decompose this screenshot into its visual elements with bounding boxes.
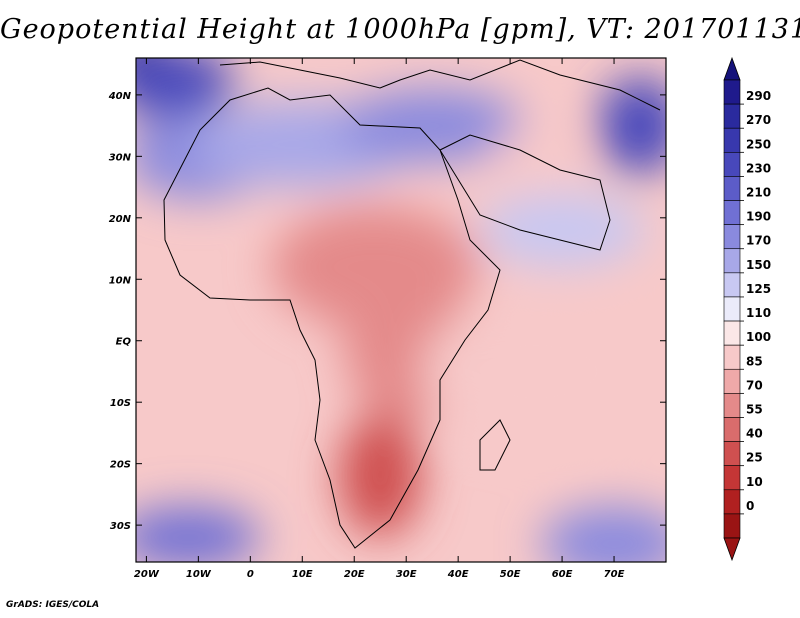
colorbar-swatch <box>723 320 741 346</box>
height-field-blob <box>136 58 235 120</box>
lon-tick-label: 40E <box>447 569 469 580</box>
coastlines <box>163 59 661 549</box>
map-frame <box>135 57 667 563</box>
lat-tick-label: 20N <box>109 214 132 225</box>
colorbar-label: 55 <box>746 402 763 416</box>
height-field-blob <box>421 297 651 446</box>
height-field-blob <box>478 193 646 267</box>
lon-tick-label: 70E <box>604 569 625 580</box>
height-field-blob <box>494 125 578 188</box>
colorbar-swatch <box>723 248 741 274</box>
lat-tick-label: 10S <box>110 398 131 409</box>
colorbar-swatch <box>723 296 741 322</box>
colorbar-label: 25 <box>746 451 763 465</box>
colorbar-label: 270 <box>746 113 771 127</box>
colorbar-label: 100 <box>746 330 771 344</box>
height-field <box>136 58 666 562</box>
colorbar-swatch <box>723 441 741 466</box>
colorbar-label: 210 <box>746 186 771 200</box>
colorbar-label: 85 <box>746 354 763 368</box>
lon-tick-label: 20E <box>344 569 365 580</box>
colorbar-bottom-triangle <box>723 537 741 562</box>
colorbar-label: 125 <box>746 282 771 296</box>
lat-tick-label: 30N <box>109 152 132 163</box>
height-field-blob <box>338 88 526 163</box>
lat-tick-label: 40N <box>108 91 132 102</box>
height-field-blob <box>541 506 666 562</box>
height-field-blob <box>136 506 261 562</box>
lon-tick-label: 10E <box>292 569 313 580</box>
map-title: Geopotential Height at 1000hPa [gpm], VT… <box>0 14 800 45</box>
colorbar-swatch <box>723 489 741 515</box>
colorbar: 2902702502302101901701501251101008570554… <box>723 56 771 562</box>
lat-tick-label: 30S <box>110 521 131 532</box>
lon-tick-label: 30E <box>396 569 417 580</box>
latitude-ticks: 40N 30N 20N 10N EQ 10S 20S 30S <box>108 91 666 532</box>
colorbar-label: 230 <box>746 161 771 175</box>
colorbar-swatch <box>723 127 741 153</box>
colorbar-swatch <box>723 176 741 201</box>
colorbar-swatch <box>723 393 741 418</box>
colorbar-swatch <box>723 417 741 442</box>
colorbar-label: 150 <box>746 258 771 272</box>
colorbar-swatch <box>723 513 741 539</box>
colorbar-swatch <box>723 368 741 394</box>
colorbar-label: 170 <box>746 234 771 248</box>
lon-tick-label: 60E <box>552 569 573 580</box>
colorbar-swatch <box>723 224 741 250</box>
colorbar-label: 0 <box>746 499 754 513</box>
height-field-blob <box>598 76 666 175</box>
colorbar-label: 190 <box>746 210 771 224</box>
colorbar-top-triangle <box>723 56 741 81</box>
lat-tick-label: 10N <box>109 275 132 286</box>
lon-tick-label: 10W <box>186 569 212 580</box>
colorbar-label: 250 <box>746 137 771 151</box>
lon-tick-label: 20W <box>134 569 160 580</box>
lon-tick-label: 0 <box>247 569 254 580</box>
grads-credit: GrADS: IGES/COLA <box>6 600 100 610</box>
colorbar-label: 70 <box>746 378 763 392</box>
height-field-blob <box>338 414 422 538</box>
colorbar-swatch <box>723 344 741 370</box>
colorbar-swatch <box>723 200 741 225</box>
colorbar-label: 10 <box>746 475 763 489</box>
colorbar-swatch <box>723 79 741 105</box>
colorbar-swatch <box>723 465 741 491</box>
colorbar-swatch <box>723 272 741 298</box>
colorbar-label: 40 <box>746 427 763 441</box>
lat-tick-label: 20S <box>110 460 131 471</box>
colorbar-swatch <box>723 103 741 129</box>
colorbar-swatch <box>723 152 741 177</box>
colorbar-label: 290 <box>746 89 771 103</box>
longitude-ticks: 20W 10W 0 10E 20E 30E 40E 50E 60E 70E <box>134 58 625 580</box>
colorbar-label: 110 <box>746 306 771 320</box>
lon-tick-label: 50E <box>500 569 521 580</box>
lat-tick-label: EQ <box>116 337 132 348</box>
